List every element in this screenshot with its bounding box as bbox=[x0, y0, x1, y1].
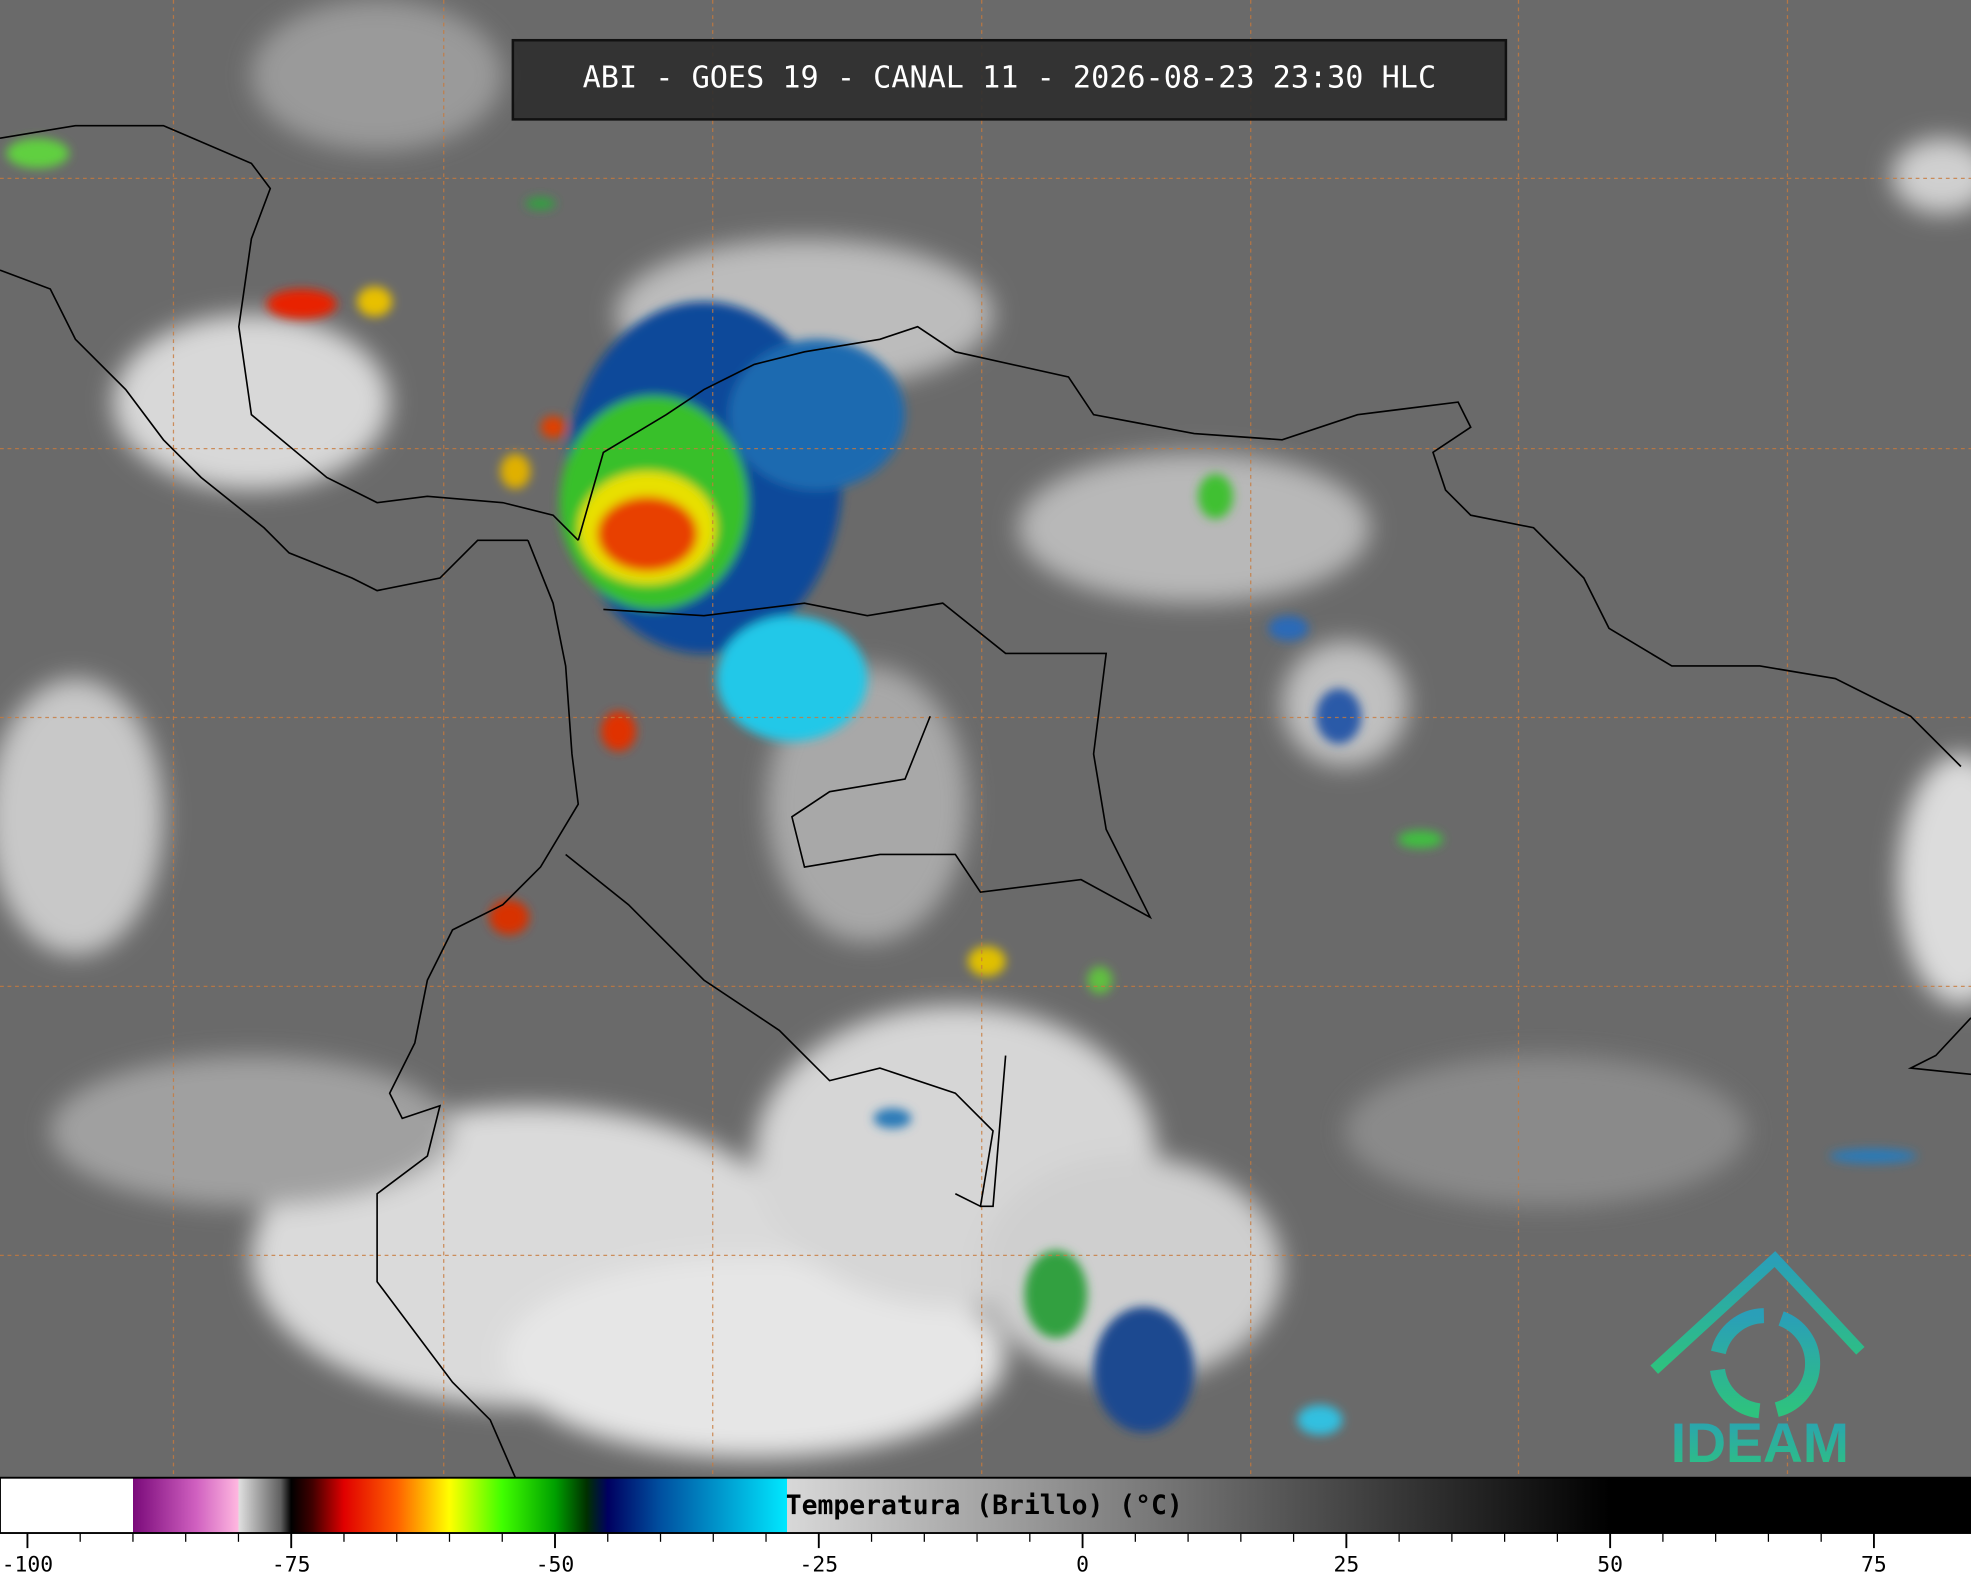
tick-label: 75 bbox=[1861, 1553, 1887, 1577]
tick-label: 25 bbox=[1333, 1553, 1359, 1577]
tick-label: 0 bbox=[1076, 1553, 1089, 1577]
logo: IDEAM bbox=[1650, 1251, 1865, 1474]
logo-text: IDEAM bbox=[1671, 1412, 1849, 1474]
convective-cells bbox=[6, 138, 1917, 1436]
title: ABI - GOES 19 - CANAL 11 - 2026-08-23 23… bbox=[583, 61, 1436, 96]
tick-label: 50 bbox=[1597, 1553, 1623, 1577]
colorbar: Temperatura (Brillo) (°C) -100 -75 -50 -25 0… bbox=[0, 1476, 1971, 1577]
title-background bbox=[511, 38, 1508, 121]
coastlines bbox=[0, 124, 1971, 1479]
logo-swirl bbox=[1709, 1308, 1821, 1419]
tick-label: -25 bbox=[799, 1553, 838, 1577]
tick-label: -75 bbox=[272, 1553, 311, 1577]
logo-roof bbox=[1650, 1251, 1865, 1374]
colorbar-ramp bbox=[0, 1476, 1971, 1534]
tick-label: -100 bbox=[2, 1553, 53, 1577]
tick-label: -50 bbox=[536, 1553, 575, 1577]
grid bbox=[0, 0, 1971, 1478]
title-box: ABI - GOES 19 - CANAL 11 - 2026-08-23 23… bbox=[511, 38, 1508, 121]
colorbar-label: Temperatura (Brillo) (°C) bbox=[786, 1491, 1183, 1521]
